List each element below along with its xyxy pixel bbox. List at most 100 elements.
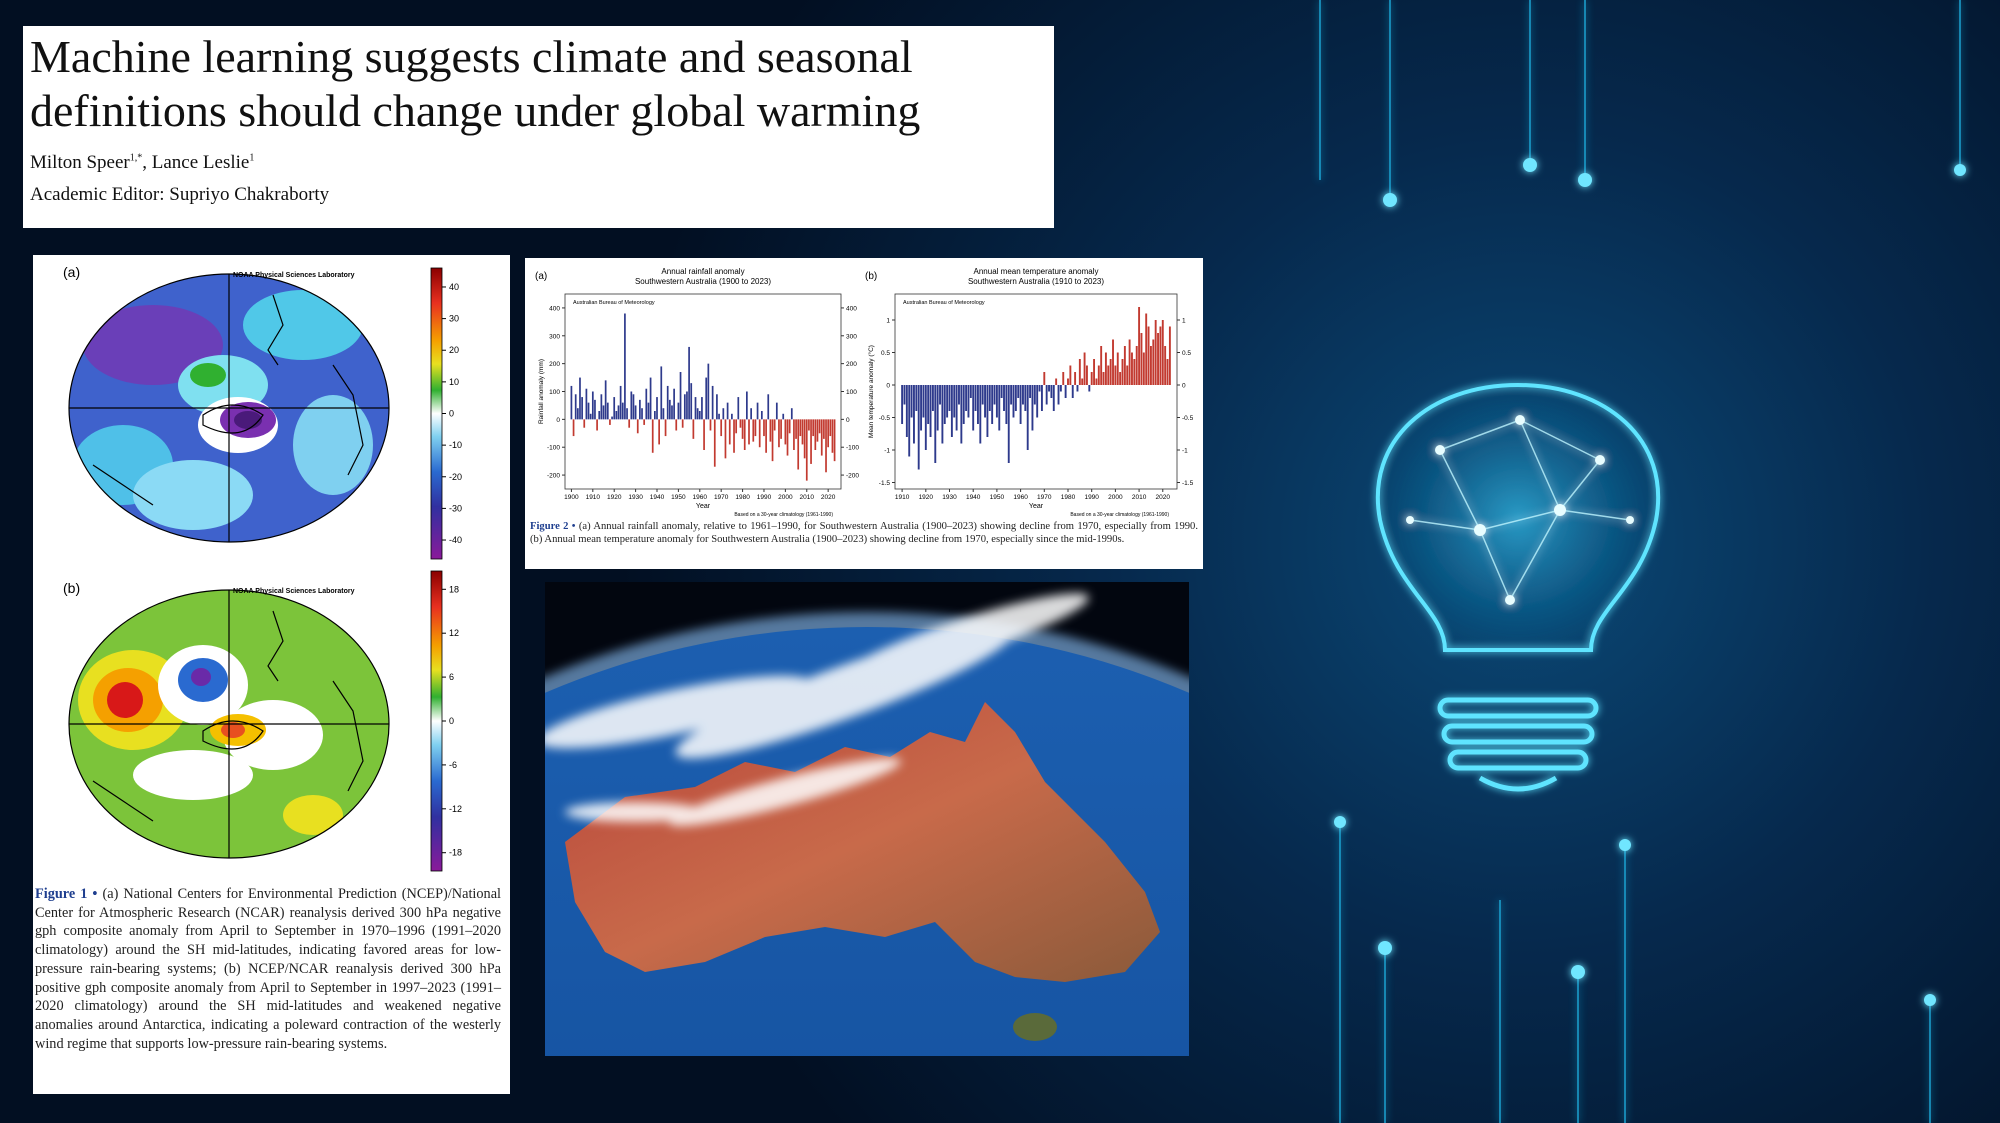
y-tick-label: -0.5 — [1182, 415, 1194, 422]
y-tick-label: 100 — [846, 389, 857, 396]
colorbar-label: -40 — [449, 535, 462, 545]
bar — [1154, 320, 1157, 385]
y-tick-label: 0 — [886, 383, 890, 390]
y-tick-label: -1.5 — [879, 480, 891, 487]
caption-text: (a) Annual rainfall anomaly, relative to… — [530, 521, 1198, 545]
bar — [939, 385, 941, 405]
bar — [688, 346, 690, 420]
x-tick-label: 1900 — [564, 494, 579, 501]
bar — [1131, 352, 1133, 385]
colorbar-b — [430, 570, 443, 872]
bar — [602, 405, 605, 420]
bar — [737, 397, 740, 420]
bar — [656, 397, 658, 420]
map-frames — [68, 273, 390, 859]
bar — [1145, 313, 1148, 385]
bar — [1116, 352, 1119, 385]
caption-label: Figure 1 • — [35, 886, 98, 902]
bar — [831, 419, 834, 453]
bar — [1164, 346, 1167, 385]
bar — [1135, 346, 1138, 385]
bar — [726, 402, 729, 420]
bar — [683, 394, 686, 420]
colorbar-label: 40 — [449, 282, 459, 292]
bar — [579, 377, 581, 420]
colorbar-label: -12 — [449, 804, 462, 814]
colorbar-label: -6 — [449, 760, 457, 770]
bar — [1038, 385, 1041, 392]
bar — [1114, 365, 1117, 385]
y-tick-label: -100 — [846, 445, 859, 452]
bar — [1166, 359, 1169, 385]
bar — [1036, 385, 1039, 418]
bar — [991, 385, 994, 424]
colorbar-label: 0 — [449, 716, 454, 726]
bar — [773, 419, 776, 431]
x-tick-label: 1970 — [1037, 494, 1052, 501]
bar — [709, 419, 712, 431]
colorbar-label: 20 — [449, 345, 459, 355]
bar — [1088, 385, 1091, 392]
figure-2: 400 400 300 300 200 200 100 100 0 0 -100 -100 -200 -2… — [525, 258, 1203, 569]
bar — [950, 385, 953, 437]
bar — [793, 419, 795, 450]
bar — [583, 419, 586, 428]
colorbar-label: -30 — [449, 503, 462, 513]
bar — [572, 419, 575, 437]
x-tick-label: 2000 — [1108, 494, 1123, 501]
paper-header: Machine learning suggests climate and se… — [23, 26, 1054, 228]
bar — [718, 413, 720, 420]
bar — [733, 419, 735, 453]
x-axis-label: Year — [696, 503, 711, 510]
bar — [814, 419, 817, 450]
bar — [609, 419, 611, 425]
figure-1-maps: (a) NOAA Physical Sciences Laboratory (b… — [63, 264, 462, 872]
bar — [805, 419, 808, 481]
bar — [647, 402, 650, 420]
y-tick-label: 200 — [846, 361, 857, 368]
x-tick-label: 1930 — [942, 494, 957, 501]
x-axis-label: Year — [1029, 503, 1044, 510]
bar — [748, 419, 750, 445]
bar — [696, 408, 699, 420]
y-tick-label: 0 — [556, 417, 560, 424]
bar — [662, 408, 665, 420]
bar — [1100, 346, 1103, 385]
bar — [936, 385, 939, 431]
x-tick-label: 1930 — [628, 494, 643, 501]
bar — [995, 385, 998, 418]
bar — [833, 419, 836, 462]
y-tick-label: -1.5 — [1182, 480, 1194, 487]
bar — [948, 385, 951, 411]
chart-subtitle: Southwestern Australia (1910 to 2023) — [968, 277, 1104, 286]
y-tick-label: 1 — [886, 318, 890, 325]
bar — [743, 419, 746, 450]
y-tick-label: 0.5 — [1182, 350, 1191, 357]
source-label: Australian Bureau of Meteorology — [903, 300, 985, 306]
authors: Milton Speer1,*, Lance Leslie1 — [30, 152, 1054, 174]
bar — [810, 419, 812, 464]
bar — [752, 419, 755, 442]
bar — [1161, 320, 1164, 385]
map-a — [69, 274, 389, 542]
colorbar-label: 12 — [449, 628, 459, 638]
bar — [664, 419, 667, 437]
colorbar-a — [430, 267, 443, 560]
bar — [943, 385, 946, 424]
bar — [594, 399, 596, 420]
affiliation: 1 — [249, 152, 255, 164]
bar — [920, 385, 923, 431]
bar — [1040, 385, 1043, 411]
chart-title: Annual rainfall anomaly — [661, 267, 744, 276]
bar — [570, 385, 573, 420]
bar — [626, 408, 628, 420]
bar — [611, 416, 613, 420]
x-tick-label: 1980 — [735, 494, 750, 501]
bar — [808, 419, 810, 431]
bar — [981, 385, 984, 405]
x-tick-label: 2020 — [821, 494, 836, 501]
x-tick-label: 1950 — [671, 494, 686, 501]
bar — [634, 405, 637, 420]
x-tick-label: 1940 — [966, 494, 981, 501]
